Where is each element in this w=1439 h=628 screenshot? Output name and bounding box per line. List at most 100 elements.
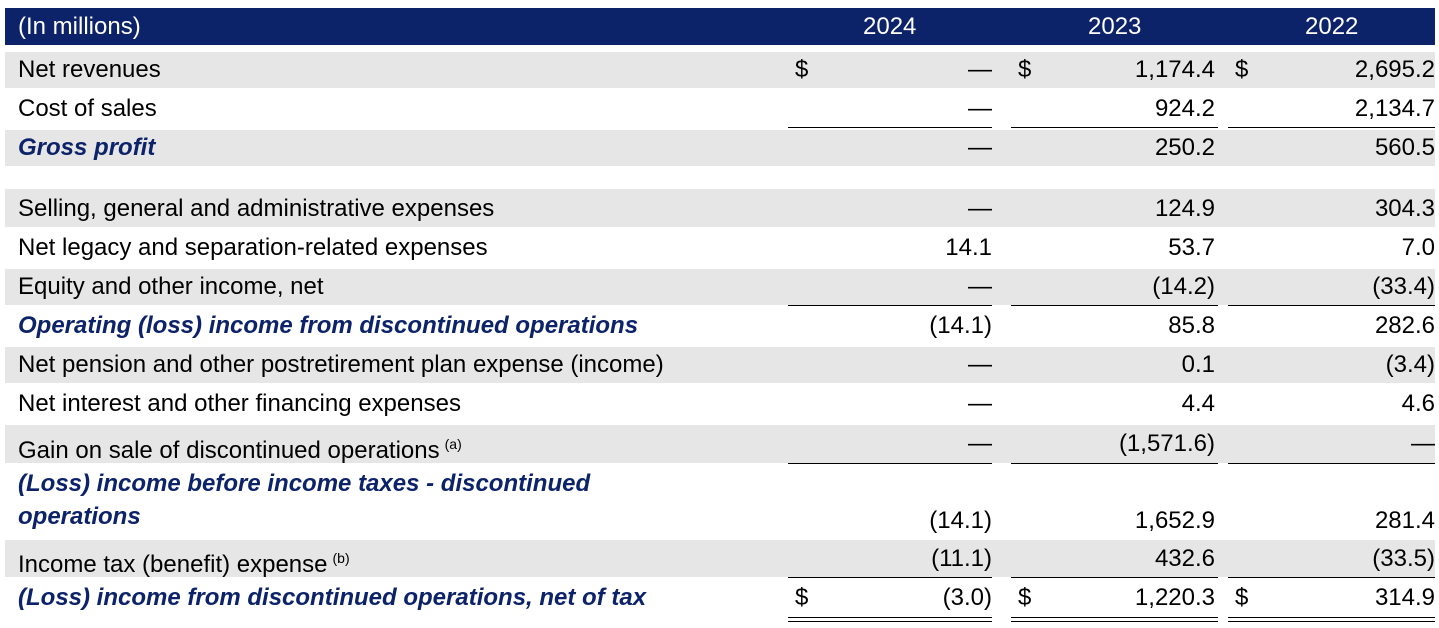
subtotal-label: Operating (loss) income from discontinue… xyxy=(18,312,639,339)
underline-2022 xyxy=(1228,463,1435,464)
row-label: Gain on sale of discontinued operations(… xyxy=(18,430,462,465)
underline-2024 xyxy=(788,305,992,306)
table-row: (Loss) income before income taxes - disc… xyxy=(5,466,1435,538)
value-2022: 281.4 xyxy=(1374,507,1435,534)
value-2024: — xyxy=(968,95,992,122)
underline-2022 xyxy=(1228,577,1435,578)
subtotal-label-line2: operations xyxy=(18,503,141,530)
underline-2024 xyxy=(788,127,992,128)
value-2022: (33.5) xyxy=(1372,545,1435,572)
table-row: Equity and other income, net — (14.2) (3… xyxy=(5,269,1435,305)
dollar-sign: $ xyxy=(795,584,809,611)
table-row: Gross profit — 250.2 560.5 xyxy=(5,130,1435,166)
value-2024: (14.1) xyxy=(929,312,992,339)
value-2022: 2,695.2 xyxy=(1354,56,1435,83)
value-2022: 7.0 xyxy=(1401,234,1435,261)
value-2023: 432.6 xyxy=(1154,545,1215,572)
row-label: Net pension and other postretirement pla… xyxy=(18,351,664,378)
dollar-sign: $ xyxy=(1018,584,1032,611)
underline-2023 xyxy=(1011,577,1218,578)
header-year-2022: 2022 xyxy=(1305,13,1359,40)
table-row: Net revenues $ — $ 1,174.4 $ 2,695.2 xyxy=(5,52,1435,88)
value-2024: — xyxy=(968,195,992,222)
value-2023: 924.2 xyxy=(1154,95,1215,122)
row-label: Cost of sales xyxy=(18,95,157,122)
table-row: Operating (loss) income from discontinue… xyxy=(5,308,1435,344)
row-label-text: Gain on sale of discontinued operations xyxy=(18,437,440,464)
value-2023: 250.2 xyxy=(1154,134,1215,161)
underline-2023 xyxy=(1011,463,1218,464)
value-2024: (3.0) xyxy=(942,584,992,611)
value-2023: 1,174.4 xyxy=(1134,56,1215,83)
table-row: (Loss) income from discontinued operatio… xyxy=(5,580,1435,616)
table-row: Gain on sale of discontinued operations(… xyxy=(5,425,1435,465)
table-header: (In millions) 2024 2023 2022 xyxy=(5,8,1435,45)
value-2024: — xyxy=(968,390,992,417)
value-2023: 4.4 xyxy=(1181,390,1215,417)
value-2023: 0.1 xyxy=(1181,351,1215,378)
underline-2023 xyxy=(1011,305,1218,306)
value-2024: — xyxy=(968,56,992,83)
value-2024: — xyxy=(968,134,992,161)
table-row: Net legacy and separation-related expens… xyxy=(5,230,1435,266)
header-units-label: (In millions) xyxy=(18,13,141,40)
table-row: Income tax (benefit) expense (b) (11.1) 4… xyxy=(5,540,1435,579)
footnote-marker: (b) xyxy=(332,550,350,566)
row-label: Income tax (benefit) expense (b) xyxy=(18,544,350,579)
value-2022: 282.6 xyxy=(1374,312,1435,339)
subtotal-label: Gross profit xyxy=(18,134,156,161)
double-underline-2023 xyxy=(1011,621,1218,622)
double-underline-2024 xyxy=(788,621,992,622)
total-label: (Loss) income from discontinued operatio… xyxy=(18,584,647,611)
table-row: Cost of sales — 924.2 2,134.7 xyxy=(5,91,1435,127)
row-label: Selling, general and administrative expe… xyxy=(18,195,495,222)
double-underline-2023 xyxy=(1011,617,1218,618)
subtotal-label-line1: (Loss) income before income taxes - disc… xyxy=(18,470,591,497)
value-2024: — xyxy=(968,351,992,378)
double-underline-2022 xyxy=(1228,617,1435,618)
value-2024: 14.1 xyxy=(945,234,992,261)
value-2023: (1,571.6) xyxy=(1118,430,1215,457)
dollar-sign: $ xyxy=(1235,56,1249,83)
value-2023: 53.7 xyxy=(1168,234,1215,261)
table-row: Net pension and other postretirement pla… xyxy=(5,347,1435,383)
footnote-marker: (a) xyxy=(444,436,462,452)
row-label-text: Income tax (benefit) expense xyxy=(18,551,328,578)
value-2022: 304.3 xyxy=(1374,195,1435,222)
underline-2022 xyxy=(1228,305,1435,306)
value-2023: 124.9 xyxy=(1154,195,1215,222)
value-2023: 1,652.9 xyxy=(1134,507,1215,534)
row-label: Net interest and other financing expense… xyxy=(18,390,461,417)
double-underline-2022 xyxy=(1228,621,1435,622)
header-year-2024: 2024 xyxy=(863,13,917,40)
underline-2023 xyxy=(1011,127,1218,128)
value-2022: — xyxy=(1411,430,1435,457)
table-row: Net interest and other financing expense… xyxy=(5,386,1435,422)
value-2023: 1,220.3 xyxy=(1134,584,1215,611)
row-label: Net legacy and separation-related expens… xyxy=(18,234,488,261)
row-label: Net revenues xyxy=(18,56,161,83)
value-2024: (14.1) xyxy=(929,507,992,534)
value-2022: 314.9 xyxy=(1374,584,1435,611)
double-underline-2024 xyxy=(788,617,992,618)
value-2023: (14.2) xyxy=(1152,273,1215,300)
underline-2024 xyxy=(788,463,992,464)
row-label: Equity and other income, net xyxy=(18,273,324,300)
value-2024: — xyxy=(968,430,992,457)
dollar-sign: $ xyxy=(795,56,809,83)
value-2023: 85.8 xyxy=(1168,312,1215,339)
underline-2022 xyxy=(1228,127,1435,128)
dollar-sign: $ xyxy=(1018,56,1032,83)
value-2022: 560.5 xyxy=(1374,134,1435,161)
header-year-2023: 2023 xyxy=(1088,13,1142,40)
value-2024: — xyxy=(968,273,992,300)
value-2022: (33.4) xyxy=(1372,273,1435,300)
value-2022: (3.4) xyxy=(1385,351,1435,378)
value-2022: 2,134.7 xyxy=(1354,95,1435,122)
dollar-sign: $ xyxy=(1235,584,1249,611)
underline-2024 xyxy=(788,577,992,578)
value-2024: (11.1) xyxy=(931,545,992,572)
value-2022: 4.6 xyxy=(1401,390,1435,417)
table-row: Selling, general and administrative expe… xyxy=(5,189,1435,227)
